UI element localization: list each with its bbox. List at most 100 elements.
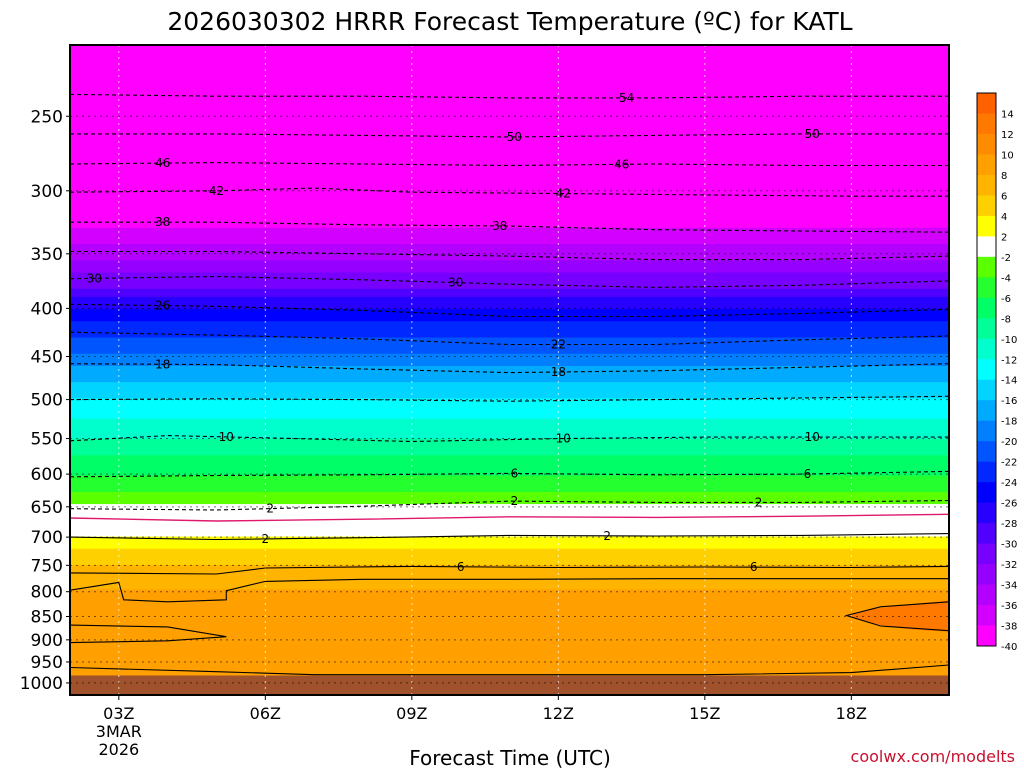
temperature-band [70, 252, 949, 257]
temperature-band [70, 57, 949, 62]
pressure-tick-label: 500 [31, 391, 63, 411]
temperature-band [70, 45, 949, 50]
temperature-band [70, 491, 949, 497]
isotherm-label: 18 [551, 365, 566, 379]
pressure-tick-label: 350 [31, 245, 63, 265]
temperature-band [70, 524, 949, 530]
temperature-band [70, 435, 949, 440]
temperature-band [70, 85, 949, 91]
colorbar-tick-label: -8 [1001, 314, 1011, 325]
plot-gridlines [70, 45, 949, 695]
temperature-band [70, 374, 949, 379]
temperature-band [70, 101, 949, 107]
isotherm-label: 2 [262, 532, 270, 546]
temperature-band [70, 390, 949, 395]
temperature-band [70, 638, 949, 643]
temperature-band [70, 53, 949, 58]
date-label: 3MAR [96, 722, 142, 741]
temperature-band [70, 89, 949, 95]
temperature-band [70, 146, 949, 152]
temperature-band [70, 382, 949, 387]
temperature-band [70, 268, 949, 274]
temperature-band [70, 158, 949, 164]
temperature-band [70, 49, 949, 54]
temperature-band [70, 625, 949, 631]
temperature-band [70, 325, 949, 330]
temperature-band [70, 349, 949, 355]
temperature-band [70, 560, 949, 566]
temperature-band [70, 296, 949, 302]
isotherm-label: 10 [556, 432, 571, 446]
pressure-tick-label: 250 [31, 107, 63, 127]
x-axis-label: Forecast Time (UTC) [409, 746, 611, 768]
colorbar-swatch [977, 564, 996, 586]
temperature-band [70, 495, 949, 501]
time-tick-label: 09Z [396, 704, 427, 723]
temperature-band [70, 552, 949, 558]
colorbar-swatch [977, 461, 996, 483]
colorbar-tick-label: -32 [1001, 560, 1017, 571]
temperature-band [70, 227, 949, 233]
temperature-band [70, 662, 949, 668]
temperature-band [70, 280, 949, 286]
colorbar-swatch [977, 359, 996, 381]
temperature-band [70, 402, 949, 408]
isotherm-line [844, 601, 949, 632]
temperature-band [70, 345, 949, 351]
colorbar-tick-label: 8 [1001, 171, 1007, 182]
temperature-band [70, 483, 949, 489]
temperature-band [70, 536, 949, 542]
colorbar-tick-label: 2 [1001, 232, 1007, 243]
temperature-band [70, 317, 949, 322]
temperature-band [70, 166, 949, 172]
temperature-band [70, 110, 949, 115]
temperature-band [70, 292, 949, 298]
temperature-band [70, 650, 949, 655]
pressure-tick-label: 850 [31, 607, 63, 627]
temperature-band [70, 394, 949, 400]
isotherm-label: 46 [614, 157, 629, 171]
temperature-band [70, 142, 949, 148]
temperature-band [70, 264, 949, 270]
pressure-tick-label: 400 [31, 299, 63, 319]
temperature-band [70, 426, 949, 432]
isotherm-label: 2 [266, 502, 274, 516]
colorbar-swatch [977, 297, 996, 319]
temperature-band [70, 365, 949, 371]
credit-text[interactable]: coolwx.com/modelts [851, 747, 1015, 766]
temperature-band [70, 154, 949, 160]
temperature-band [70, 617, 949, 623]
colorbar-tick-label: -38 [1001, 622, 1017, 633]
temperature-band [70, 248, 949, 253]
isotherm-label: 2 [755, 495, 763, 509]
temperature-band [70, 150, 949, 156]
isotherm-label: 6 [804, 467, 812, 481]
temperature-band [70, 487, 949, 493]
temperature-band [70, 179, 949, 184]
temperature-band [70, 309, 949, 314]
temperature-band [70, 654, 949, 660]
colorbar-tick-label: -36 [1001, 601, 1017, 612]
temperature-band [70, 459, 949, 465]
temperature-band [70, 605, 949, 611]
colorbar-tick-label: -18 [1001, 417, 1017, 428]
temperature-band [70, 370, 949, 375]
temperature-band [70, 191, 949, 196]
colorbar-swatch [977, 441, 996, 463]
temperature-band [70, 122, 949, 127]
isotherm-line [70, 578, 949, 603]
colorbar-swatch [977, 338, 996, 360]
temperature-band [70, 134, 949, 140]
colorbar-swatch [977, 154, 996, 176]
temperature-band [70, 333, 949, 339]
temperature-band [70, 170, 949, 176]
colorbar-swatch [977, 318, 996, 340]
isotherm-label: 6 [750, 560, 758, 574]
temperature-band [70, 61, 949, 66]
temperature-band [70, 609, 949, 615]
isotherm-line [70, 664, 949, 676]
temperature-band [70, 219, 949, 225]
temperature-band [70, 329, 949, 335]
isotherm-label: 38 [492, 219, 507, 233]
